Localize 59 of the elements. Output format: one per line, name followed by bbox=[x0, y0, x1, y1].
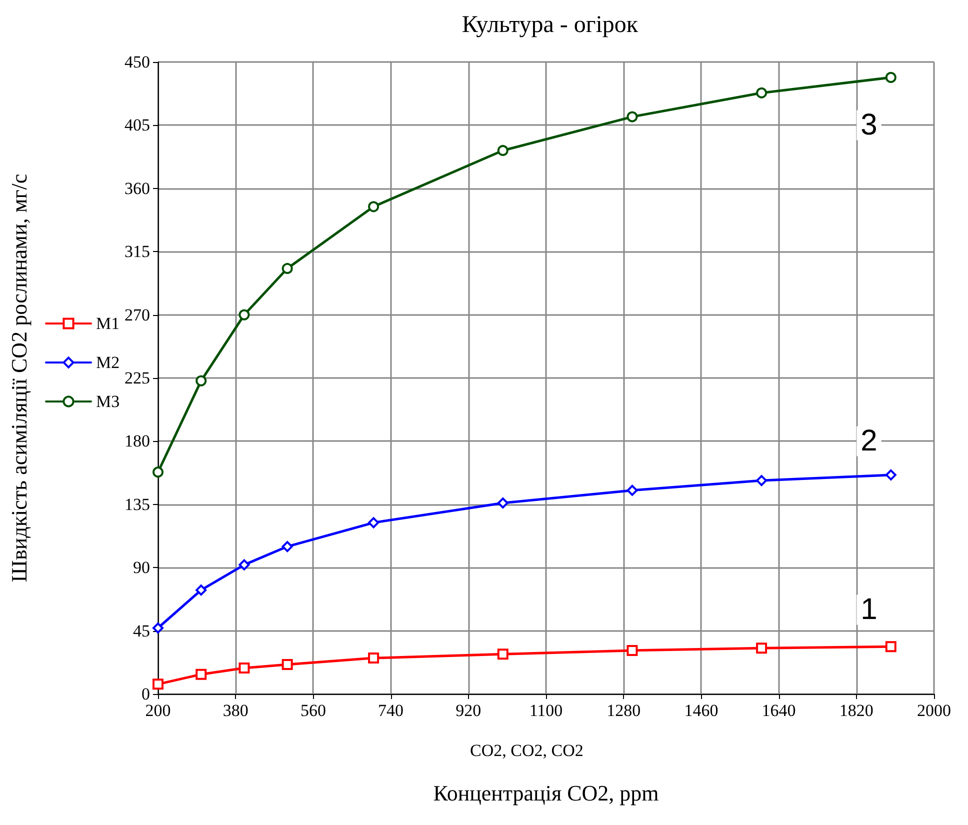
y-tick-label: 450 bbox=[124, 52, 150, 72]
y-tick-label: 225 bbox=[124, 368, 150, 388]
point bbox=[282, 262, 293, 274]
point bbox=[626, 111, 638, 122]
point bbox=[368, 517, 380, 528]
point bbox=[756, 642, 768, 654]
legend-label: M1 bbox=[96, 314, 120, 333]
point bbox=[885, 641, 896, 652]
point bbox=[152, 466, 164, 478]
point bbox=[626, 644, 638, 656]
y-tick-label: 405 bbox=[124, 116, 150, 135]
x-tick-label: 740 bbox=[378, 701, 404, 720]
legend-label: M2 bbox=[96, 353, 120, 372]
x-tick-label: 560 bbox=[300, 701, 326, 720]
point bbox=[152, 678, 164, 690]
point bbox=[885, 469, 896, 480]
y-tick-label: 270 bbox=[124, 305, 150, 324]
annotation: 3 bbox=[860, 108, 878, 142]
point bbox=[238, 559, 250, 570]
point bbox=[885, 72, 896, 83]
point bbox=[238, 662, 250, 674]
y-axis-title: Швидкість асиміляції CO2 рослинами, мг/с bbox=[6, 174, 32, 582]
x-tick-label: 200 bbox=[145, 701, 171, 720]
x-tick-label: 380 bbox=[222, 701, 248, 720]
y-tick-label: 315 bbox=[124, 242, 150, 262]
annotation: 1 bbox=[860, 593, 878, 626]
point bbox=[497, 648, 508, 660]
point bbox=[196, 584, 207, 596]
point bbox=[756, 475, 768, 486]
point bbox=[196, 375, 207, 386]
y-tick-label: 360 bbox=[124, 178, 150, 198]
point bbox=[282, 659, 293, 670]
text: CO2, CO2, CO2 bbox=[470, 741, 584, 760]
x-axis-title: Концентрація CO2, ppm bbox=[433, 780, 659, 806]
x-tick-label: 1640 bbox=[762, 701, 796, 720]
legend-label: M3 bbox=[96, 392, 120, 411]
point bbox=[756, 87, 768, 98]
point bbox=[152, 622, 164, 634]
point bbox=[497, 497, 508, 508]
point bbox=[196, 668, 207, 680]
x-tick-label: 2000 bbox=[917, 701, 951, 720]
x-tick-label: 1460 bbox=[684, 701, 718, 720]
x-tick-label: 1100 bbox=[529, 701, 563, 720]
point bbox=[238, 309, 250, 320]
point bbox=[368, 652, 380, 664]
x-tick-label: 920 bbox=[456, 701, 482, 720]
x-tick-label: 1280 bbox=[606, 701, 641, 720]
y-tick-label: 90 bbox=[133, 558, 150, 578]
point bbox=[497, 144, 508, 156]
annotation: 2 bbox=[860, 424, 878, 458]
y-tick-label: 135 bbox=[124, 494, 150, 514]
y-tick-label: 180 bbox=[124, 432, 150, 451]
chart-title: Культура - огірок bbox=[462, 12, 638, 38]
y-tick-label: 0 bbox=[142, 684, 150, 704]
point bbox=[368, 201, 380, 212]
x-tick-label: 1820 bbox=[839, 701, 874, 720]
point bbox=[626, 484, 638, 496]
y-tick-label: 45 bbox=[133, 621, 150, 640]
point bbox=[282, 541, 293, 552]
